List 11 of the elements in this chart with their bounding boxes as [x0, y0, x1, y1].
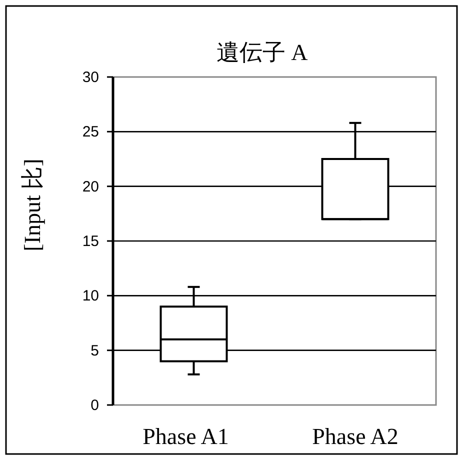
chart-title: 遺伝子 A — [216, 40, 308, 65]
y-tick-label: 5 — [90, 342, 99, 360]
x-tick-label: Phase A1 — [142, 424, 229, 449]
y-tick-label: 25 — [82, 124, 99, 141]
y-axis-title: [Input 比] — [20, 158, 45, 252]
y-tick-label: 30 — [82, 69, 99, 86]
x-tick-label: Phase A2 — [312, 424, 398, 449]
y-tick-label: 20 — [82, 178, 99, 196]
y-tick-label: 15 — [82, 233, 99, 250]
y-tick-label: 0 — [90, 397, 99, 414]
y-tick-label: 10 — [82, 288, 99, 305]
